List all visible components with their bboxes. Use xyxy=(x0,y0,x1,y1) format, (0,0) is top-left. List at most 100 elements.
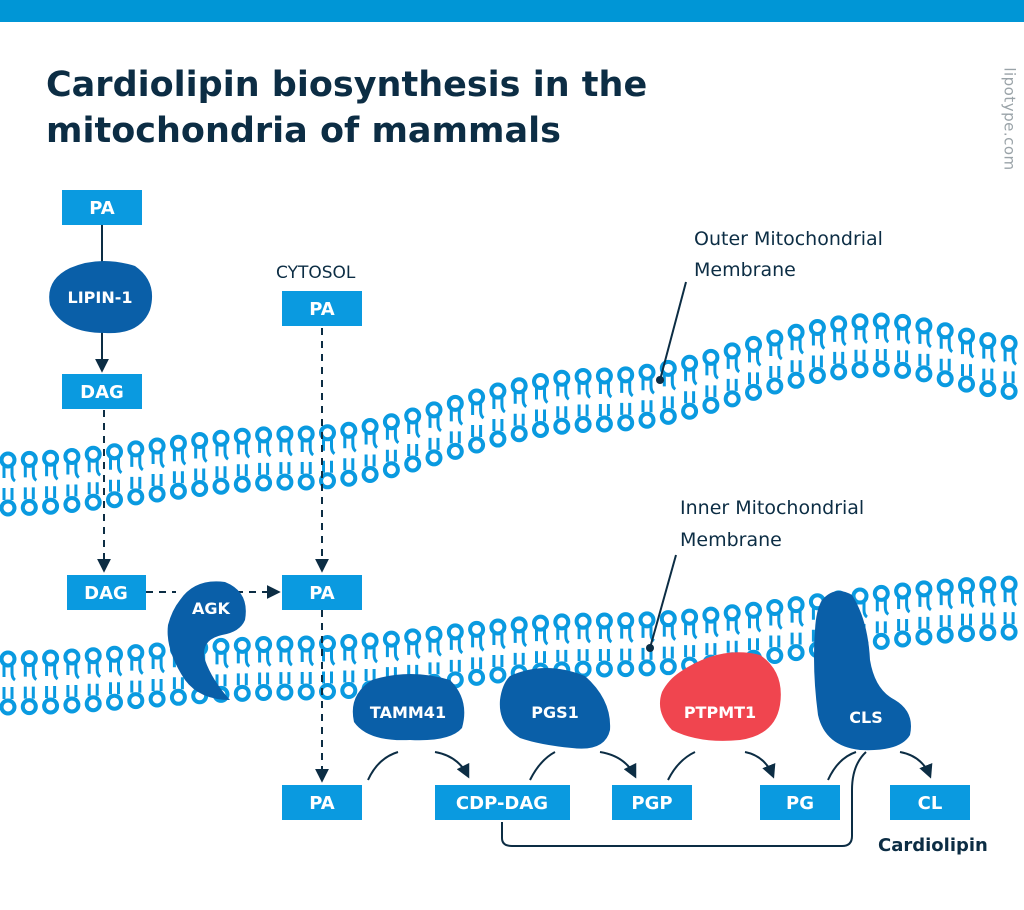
lipid xyxy=(276,425,294,491)
arrow-pgs1-pgp xyxy=(599,751,637,779)
lipid xyxy=(766,329,784,395)
lipid xyxy=(574,367,592,433)
lipid xyxy=(382,413,400,479)
outer-membrane-label-1: Outer Mitochondrial xyxy=(694,228,883,250)
lipid xyxy=(340,634,358,700)
lipid xyxy=(681,354,699,420)
lipid xyxy=(106,645,123,711)
box-pa-bottom: PA xyxy=(282,785,362,820)
lipid xyxy=(84,647,102,713)
page-title: Cardiolipin biosynthesis in the mitochon… xyxy=(46,65,648,151)
lipid xyxy=(63,447,81,513)
lipid xyxy=(553,613,571,679)
lipid xyxy=(106,443,123,509)
lipid xyxy=(553,369,571,435)
lipid xyxy=(787,323,805,389)
lipid xyxy=(446,623,464,689)
tamm41-enzyme xyxy=(352,674,465,741)
ptpmt1-label: PTPMT1 xyxy=(684,703,756,722)
lipid xyxy=(936,578,954,644)
lipid xyxy=(319,635,336,701)
lipid xyxy=(148,437,166,503)
lipid xyxy=(894,582,912,648)
agk-enzyme xyxy=(167,581,246,700)
svg-text:DAG: DAG xyxy=(84,583,128,604)
lipid xyxy=(574,612,592,678)
cardiolipin-label: Cardiolipin xyxy=(878,835,988,856)
lipid xyxy=(169,434,187,500)
lipid xyxy=(617,366,635,432)
cls-enzyme xyxy=(814,591,911,751)
lipid xyxy=(638,611,656,677)
lipid xyxy=(1000,334,1018,400)
lipid xyxy=(1000,575,1018,641)
arrow-cls-cl xyxy=(899,751,933,779)
box-cdp-dag: CDP-DAG xyxy=(435,785,570,820)
lipid xyxy=(84,445,102,511)
lipid xyxy=(20,650,38,716)
lipid xyxy=(702,348,720,414)
pointer-dot xyxy=(656,376,664,384)
box-pg: PG xyxy=(760,785,840,820)
box-pa-top: PA xyxy=(62,190,142,225)
lipid xyxy=(255,426,273,492)
svg-text:PA: PA xyxy=(309,793,335,814)
lipid xyxy=(297,425,315,491)
pgs1-enzyme xyxy=(499,668,611,749)
cls-label: CLS xyxy=(849,708,882,727)
outer-membrane xyxy=(0,312,1018,517)
lipid xyxy=(42,649,60,715)
reaction-curve xyxy=(827,751,857,781)
reaction-curve xyxy=(367,751,399,781)
lipid xyxy=(489,618,507,684)
lipid xyxy=(489,382,507,448)
lipid xyxy=(319,424,336,490)
arrow-ptpmt1-pg xyxy=(744,751,776,779)
lipid xyxy=(681,608,699,674)
lipid xyxy=(446,394,464,460)
svg-text:CDP-DAG: CDP-DAG xyxy=(456,793,548,814)
lipid xyxy=(127,644,145,710)
box-dag-1: DAG xyxy=(62,374,142,409)
lipid xyxy=(510,377,528,443)
box-cl: CL xyxy=(890,785,970,820)
lipid xyxy=(276,635,294,701)
lipid xyxy=(958,327,975,393)
lipin1-label: LIPIN-1 xyxy=(68,288,133,307)
top-bar xyxy=(0,0,1024,22)
lipid xyxy=(766,599,784,665)
svg-text:CL: CL xyxy=(918,793,943,814)
lipid xyxy=(617,612,635,678)
box-pa-mid: PA xyxy=(282,575,362,610)
lipid xyxy=(979,332,997,398)
lipid xyxy=(0,650,17,716)
lipid xyxy=(936,322,954,388)
svg-text:PA: PA xyxy=(309,583,335,604)
svg-text:PA: PA xyxy=(309,299,335,320)
lipid xyxy=(127,440,145,506)
svg-text:DAG: DAG xyxy=(80,382,124,403)
lipid xyxy=(638,363,656,429)
lipid xyxy=(830,315,848,381)
lipid xyxy=(425,401,443,467)
inner-membrane-pointer xyxy=(649,554,677,649)
lipid xyxy=(595,612,613,678)
lipid xyxy=(404,407,422,473)
svg-text:PA: PA xyxy=(89,198,115,219)
lipid xyxy=(233,427,251,493)
lipid xyxy=(659,359,677,425)
cdpdag-to-cls-line xyxy=(501,751,867,847)
lipid xyxy=(510,616,528,682)
lipid xyxy=(595,367,613,433)
reaction-curve xyxy=(529,751,556,781)
svg-text:PGP: PGP xyxy=(631,793,672,814)
lipid xyxy=(361,418,379,484)
lipid xyxy=(148,642,166,708)
lipid xyxy=(233,636,251,702)
outer-membrane-label-2: Membrane xyxy=(694,259,796,281)
lipid xyxy=(255,636,273,702)
lipid xyxy=(787,596,805,662)
box-dag-2: DAG xyxy=(67,575,146,610)
lipid xyxy=(659,610,677,676)
